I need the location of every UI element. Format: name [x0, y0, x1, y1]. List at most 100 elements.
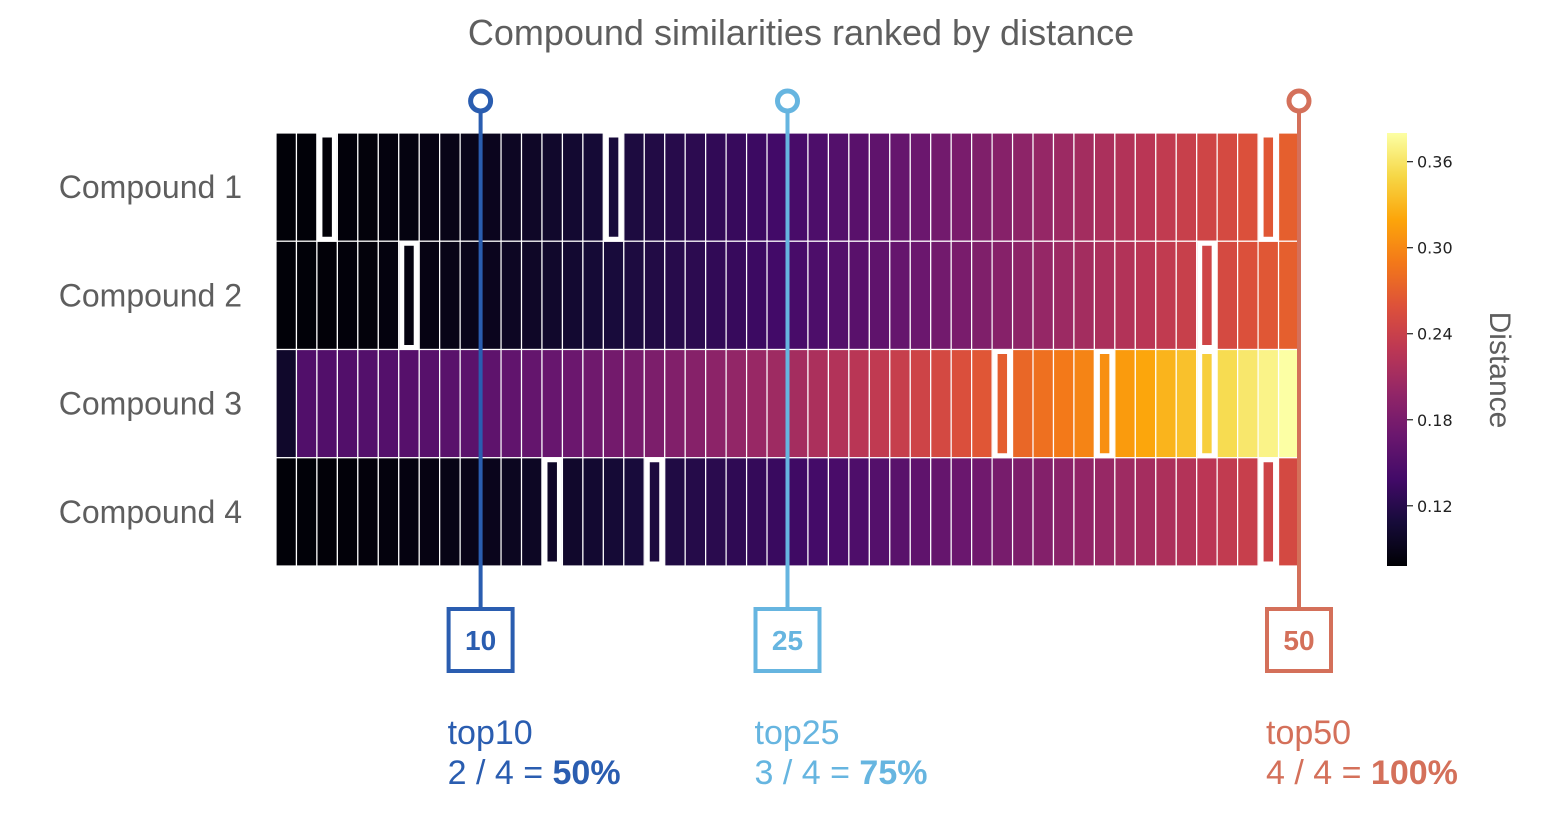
heatmap-cell — [705, 457, 727, 567]
summary-fraction: 4 / 4 = — [1266, 754, 1371, 792]
heatmap-cell — [971, 457, 993, 567]
heatmap-cell — [643, 132, 666, 242]
heatmap-cell — [930, 457, 952, 567]
heatmap-cell — [909, 132, 932, 242]
topk-summary: top50 4 / 4 = 100% — [1266, 713, 1458, 793]
heatmap-cell — [1155, 240, 1177, 351]
heatmap-cell — [439, 457, 461, 567]
heatmap-cell — [561, 348, 584, 459]
heatmap-cell — [1237, 132, 1259, 242]
heatmap-cell — [1155, 348, 1177, 459]
heatmap-cell — [336, 457, 359, 567]
marker-box — [1265, 607, 1333, 673]
heatmap-cell — [950, 132, 973, 242]
marker-circle — [1286, 88, 1312, 114]
heatmap-cell — [1277, 457, 1300, 567]
marker-circle — [775, 88, 800, 114]
heatmap-cell — [275, 240, 298, 351]
heatmap-cell — [1011, 240, 1034, 351]
heatmap-cell — [459, 348, 482, 459]
colorbar-tick-label: 0.12 — [1417, 497, 1453, 516]
heatmap-cell — [930, 240, 952, 351]
summary-fraction: 2 / 4 = — [447, 754, 553, 792]
highlighted-hit-cell — [1258, 457, 1279, 567]
heatmap-cell — [520, 240, 543, 351]
heatmap-cell — [561, 132, 584, 242]
highlighted-hit-cell — [542, 457, 562, 567]
heatmap-cell — [1114, 457, 1136, 567]
colorbar-label: Distance — [1483, 312, 1516, 429]
heatmap-cell — [1134, 240, 1157, 351]
heatmap-cell — [889, 348, 911, 459]
heatmap-cell — [1011, 348, 1034, 459]
heatmap-cell — [439, 240, 461, 351]
colorbar: 0.12 0.18 0.24 0.30 0.36 Distance — [1387, 133, 1516, 566]
heatmap-cell — [1257, 348, 1280, 459]
marker-box — [446, 607, 515, 673]
heatmap-cell — [582, 348, 604, 459]
heatmap-cell — [1216, 240, 1239, 351]
heatmap-cell — [459, 132, 482, 242]
heatmap-cell — [623, 348, 645, 459]
heatmap-cell — [889, 457, 911, 567]
heatmap-cell — [1052, 457, 1075, 567]
heatmap-cell — [807, 348, 830, 459]
heatmap-cell — [1134, 132, 1157, 242]
heatmap-cell — [889, 132, 911, 242]
heatmap-cell — [500, 348, 523, 459]
heatmap-cell — [418, 457, 441, 567]
heatmap-cell — [439, 348, 461, 459]
heatmap-cell — [357, 348, 379, 459]
heatmap-cell — [1237, 240, 1259, 351]
heatmap-cell — [950, 457, 973, 567]
heatmap-cell — [745, 132, 768, 242]
heatmap-cell — [1277, 240, 1300, 351]
heatmap-cell — [1155, 457, 1177, 567]
heatmap-cell — [480, 240, 502, 351]
heatmap-cell — [295, 132, 318, 242]
heatmap-cell — [500, 132, 523, 242]
heatmap-cell — [582, 240, 604, 351]
heatmap-cell — [827, 348, 850, 459]
row-label: Compound 3 — [59, 386, 242, 422]
heatmap-cell — [1011, 457, 1034, 567]
heatmap-cell — [991, 132, 1014, 242]
heatmap-cell — [500, 457, 523, 567]
heatmap-cell — [520, 457, 543, 567]
heatmap-cell — [1134, 457, 1157, 567]
marker-box — [753, 607, 822, 673]
heatmap-cell — [1032, 132, 1055, 242]
heatmap-cell — [459, 240, 482, 351]
colorbar-gradient — [1387, 133, 1407, 566]
colorbar-tick-label: 0.18 — [1417, 411, 1453, 430]
highlighted-hit-cell — [1197, 240, 1217, 350]
heatmap-cell — [1175, 240, 1198, 351]
highlighted-hit-cell — [644, 457, 665, 567]
heatmap-cell — [827, 240, 850, 351]
heatmap-cell — [1032, 240, 1055, 351]
heatmap-cell — [500, 240, 523, 351]
summary-title: top50 — [1266, 714, 1352, 752]
heatmap-cell — [336, 240, 359, 351]
topk-summary: top10 2 / 4 = 50% — [448, 713, 621, 793]
heatmap-cell — [602, 457, 625, 567]
heatmap-cell — [295, 348, 318, 459]
heatmap-cell — [377, 240, 400, 351]
colorbar-tick-label: 0.30 — [1417, 239, 1453, 258]
heatmap-cell — [582, 457, 604, 567]
highlighted-hit-cell — [603, 132, 624, 242]
heatmap-cell — [602, 240, 625, 351]
heatmap-cell — [1196, 132, 1218, 242]
marker-label: 50 — [1283, 625, 1314, 656]
heatmap-cell — [623, 240, 645, 351]
heatmap-cell — [725, 132, 748, 242]
heatmap-cell — [664, 240, 686, 351]
highlighted-hit-cell — [399, 240, 419, 350]
heatmap-cell — [684, 132, 707, 242]
heatmap-cell — [1277, 348, 1300, 459]
heatmap-cell — [930, 348, 952, 459]
heatmap-cell — [377, 348, 400, 459]
heatmap-cell — [520, 132, 543, 242]
heatmap-cell — [1216, 348, 1239, 459]
heatmap-cell — [1073, 132, 1095, 242]
